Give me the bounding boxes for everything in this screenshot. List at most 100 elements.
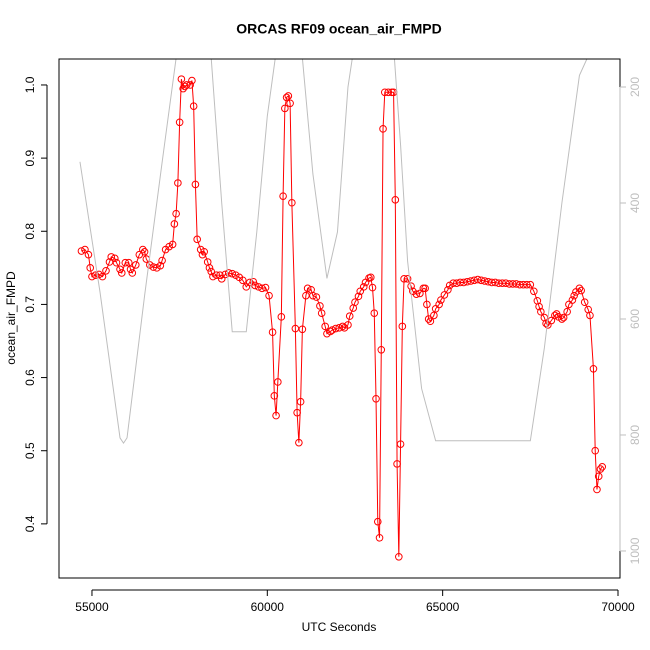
data-point xyxy=(344,321,352,329)
data-point xyxy=(480,277,489,285)
data-point xyxy=(444,285,452,294)
series-line xyxy=(79,59,588,444)
data-point xyxy=(277,313,286,321)
data-point xyxy=(268,328,277,337)
y-tick-label: 1.0 xyxy=(23,76,37,93)
data-point xyxy=(338,322,347,331)
data-point xyxy=(298,325,307,334)
data-point xyxy=(191,180,200,189)
data-point xyxy=(316,302,324,310)
data-point xyxy=(139,245,147,254)
data-point xyxy=(212,271,221,279)
data-point xyxy=(586,311,594,320)
data-point xyxy=(440,291,449,299)
data-point xyxy=(317,309,326,317)
data-point xyxy=(279,192,287,200)
data-point xyxy=(593,485,601,494)
data-point xyxy=(200,247,208,256)
data-point xyxy=(175,118,184,127)
data-point xyxy=(594,472,603,481)
data-point xyxy=(537,307,545,316)
x-tick-label: 70000 xyxy=(601,600,635,614)
data-point xyxy=(463,277,472,286)
data-point xyxy=(559,313,568,322)
plot-area xyxy=(77,59,607,561)
data-point xyxy=(121,258,130,267)
data-point xyxy=(149,263,158,271)
data-point xyxy=(437,296,445,304)
data-point xyxy=(288,198,296,207)
data-point xyxy=(398,322,407,331)
data-point xyxy=(530,287,538,296)
data-point xyxy=(477,276,486,285)
y2-tick-label: 800 xyxy=(628,425,642,445)
chart-title: ORCAS RF09 ocean_air_FMPD xyxy=(236,21,441,37)
y-tick-label: 0.4 xyxy=(23,515,37,532)
data-point xyxy=(575,284,584,293)
data-point xyxy=(416,289,424,298)
data-point xyxy=(156,261,165,270)
data-point xyxy=(249,277,258,286)
data-point xyxy=(102,266,110,275)
data-point xyxy=(295,438,303,447)
data-point xyxy=(84,250,93,259)
data-point xyxy=(435,300,443,309)
data-point xyxy=(589,364,598,373)
data-point xyxy=(238,276,247,285)
data-point xyxy=(473,275,482,284)
data-point xyxy=(128,269,137,277)
data-point xyxy=(368,283,377,292)
data-point xyxy=(265,291,273,300)
data-point xyxy=(309,291,317,300)
data-point xyxy=(228,269,237,278)
data-point xyxy=(77,247,86,255)
y-tick-label: 0.7 xyxy=(23,296,37,313)
data-point xyxy=(186,81,194,89)
data-point xyxy=(400,275,408,283)
data-point xyxy=(168,240,177,249)
data-point xyxy=(272,411,280,420)
data-point xyxy=(312,293,321,301)
data-point xyxy=(281,104,289,113)
data-point xyxy=(216,271,224,279)
y2-tick-label: 200 xyxy=(628,77,642,97)
y-tick-label: 0.5 xyxy=(23,442,37,459)
data-point xyxy=(296,397,305,406)
data-point xyxy=(303,284,312,293)
data-point xyxy=(373,517,382,526)
data-point xyxy=(224,269,233,277)
data-point xyxy=(158,256,166,265)
data-point xyxy=(377,345,386,354)
data-point xyxy=(328,326,336,334)
data-point xyxy=(366,273,375,282)
data-point xyxy=(396,440,405,448)
data-point xyxy=(596,465,605,473)
y-tick-label: 0.6 xyxy=(23,369,37,386)
data-point xyxy=(526,280,535,289)
data-point xyxy=(535,302,543,311)
data-point xyxy=(412,290,421,298)
data-point xyxy=(523,280,531,289)
y2-tick-label: 600 xyxy=(628,309,642,329)
data-point xyxy=(403,275,412,283)
data-point xyxy=(86,264,95,272)
data-point xyxy=(395,552,403,561)
data-point xyxy=(426,317,435,326)
data-point xyxy=(563,307,571,316)
data-point xyxy=(558,315,566,323)
data-point xyxy=(188,76,196,85)
data-point xyxy=(274,378,282,386)
y-tick-label: 0.9 xyxy=(23,149,37,166)
data-point xyxy=(126,265,135,274)
data-point xyxy=(379,125,387,133)
data-point xyxy=(177,75,186,83)
data-point xyxy=(270,392,279,400)
data-point xyxy=(335,324,344,332)
data-point xyxy=(424,315,433,323)
data-point xyxy=(351,298,359,307)
data-point xyxy=(466,277,475,285)
data-point xyxy=(354,292,363,301)
data-point xyxy=(117,269,126,277)
data-point xyxy=(258,284,266,293)
